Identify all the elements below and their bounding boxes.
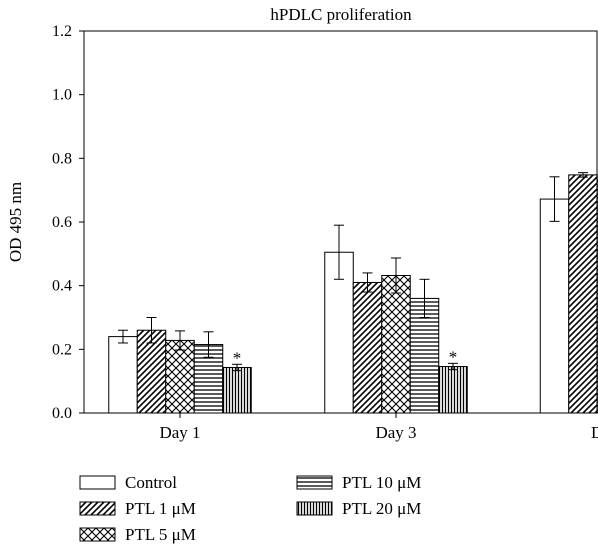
significance-marker: * <box>449 347 458 366</box>
error-bar-ptl-5-m-day-1 <box>175 330 185 351</box>
x-tick-label-day-7: Day 7 <box>591 423 598 442</box>
bar-control-day-7 <box>539 198 570 414</box>
error-bar-ptl-5-m-day-3 <box>391 257 401 294</box>
y-tick-label: 1.0 <box>52 87 72 104</box>
legend-item-control: Control <box>79 473 177 492</box>
significance-marker: * <box>233 348 242 367</box>
y-tick-label: 0.0 <box>52 405 72 422</box>
error-bar-ptl-20-m-day-1 <box>232 363 242 372</box>
error-bar-ptl-20-m-day-3 <box>448 362 458 371</box>
bar-ptl-1-m-day-7 <box>568 174 598 414</box>
y-tick-label: 0.4 <box>52 278 72 295</box>
legend-label: PTL 10 μM <box>342 473 421 492</box>
legend-item-ptl-10-m: PTL 10 μM <box>296 473 421 492</box>
bar-ptl-5-m-day-3 <box>381 274 411 414</box>
legend-item-ptl-20-m: PTL 20 μM <box>296 499 421 518</box>
y-tick-label: 1.2 <box>52 23 72 40</box>
bar-ptl-20-m-day-1 <box>222 366 252 414</box>
y-tick-label: 0.8 <box>52 150 72 167</box>
x-tick-label-day-1: Day 1 <box>159 423 200 442</box>
legend-item-ptl-1-m: PTL 1 μM <box>79 499 196 518</box>
legend-swatch <box>79 475 116 490</box>
bar-ptl-20-m-day-3 <box>438 366 468 414</box>
error-bar-control-day-1 <box>118 329 128 344</box>
legend-label: PTL 1 μM <box>125 499 196 518</box>
legend-swatch <box>296 475 333 490</box>
bars-layer: **** <box>108 172 598 414</box>
error-bar-control-day-3 <box>334 224 344 280</box>
legend-label: PTL 20 μM <box>342 499 421 518</box>
bar-ptl-1-m-day-3 <box>352 281 383 414</box>
legend-label: PTL 5 μM <box>125 525 196 544</box>
legend: Control PTL 1 μM PTL 5 μM PTL 10 μM PTL 20 μ… <box>79 473 421 544</box>
error-bar-ptl-1-m-day-1 <box>146 317 157 344</box>
legend-swatch <box>79 527 116 542</box>
bar-ptl-1-m-day-1 <box>136 329 167 414</box>
error-bar-ptl-10-m-day-1 <box>203 331 214 358</box>
legend-item-ptl-5-m: PTL 5 μM <box>79 525 196 544</box>
legend-label: Control <box>125 473 177 492</box>
legend-swatch <box>79 501 116 516</box>
error-bar-ptl-1-m-day-7 <box>578 172 588 178</box>
y-tick-label: 0.6 <box>52 214 72 231</box>
x-tick-label-day-3: Day 3 <box>375 423 416 442</box>
legend-swatch <box>296 501 333 516</box>
error-bar-ptl-1-m-day-3 <box>362 272 373 293</box>
y-tick-label: 0.2 <box>52 341 72 358</box>
chart-title: hPDLC proliferation <box>270 5 412 24</box>
y-axis-label: OD 495 nm <box>6 182 25 262</box>
axes-layer: Day 1 Day 3 Day 7 0.0 0.2 0.4 0.6 0.8 1.0 1.2 <box>52 23 598 442</box>
error-bar-ptl-10-m-day-3 <box>419 278 430 318</box>
bar-ptl-5-m-day-1 <box>165 339 195 414</box>
error-bar-control-day-7 <box>549 176 560 222</box>
bar-control-day-1 <box>108 336 138 414</box>
